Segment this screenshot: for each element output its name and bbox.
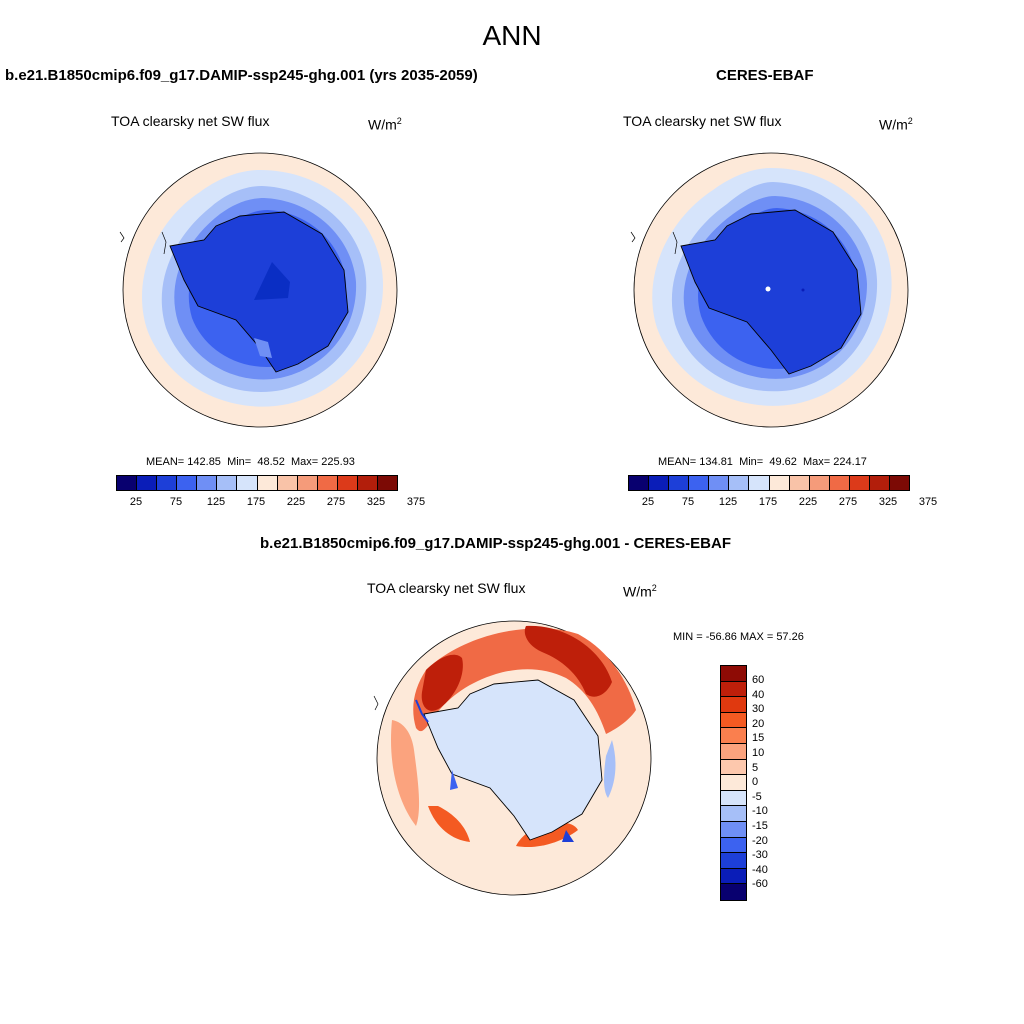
colorbar-swatch xyxy=(721,868,746,885)
colorbar-swatch xyxy=(177,476,198,490)
colorbar-tick-label: 25 xyxy=(641,496,655,508)
colorbar-tick-label: 75 xyxy=(169,496,183,508)
colorbar-swatch xyxy=(721,775,746,791)
colorbar-swatch xyxy=(721,884,746,900)
right-variable-label: TOA clearsky net SW flux xyxy=(623,113,782,129)
colorbar-label: 30 xyxy=(752,703,765,716)
colorbar-swatch xyxy=(721,681,746,698)
colorbar-swatch xyxy=(117,476,138,490)
left-units-label: W/m2 xyxy=(368,116,402,133)
colorbar-label: 40 xyxy=(752,688,765,701)
colorbar-swatch xyxy=(709,476,730,490)
colorbar-swatch xyxy=(721,790,746,807)
left-colorbar xyxy=(116,475,398,491)
diff-variable-label: TOA clearsky net SW flux xyxy=(367,580,526,596)
colorbar-swatch xyxy=(317,476,338,490)
colorbar-swatch xyxy=(749,476,770,490)
right-colorbar xyxy=(628,475,910,491)
colorbar-swatch xyxy=(729,476,750,490)
colorbar-tick-label: 275 xyxy=(326,496,346,508)
right-polar-map xyxy=(630,152,909,428)
colorbar-label: -60 xyxy=(752,878,768,891)
colorbar-swatch xyxy=(217,476,238,490)
colorbar-tick-label: 175 xyxy=(758,496,778,508)
colorbar-label: -15 xyxy=(752,820,768,832)
colorbar-swatch xyxy=(829,476,850,490)
colorbar-tick-label: 125 xyxy=(718,496,738,508)
colorbar-swatch xyxy=(721,821,746,838)
colorbar-tick-label: 75 xyxy=(681,496,695,508)
colorbar-tick-label: 325 xyxy=(878,496,898,508)
colorbar-label: 60 xyxy=(752,674,765,686)
colorbar-swatch xyxy=(721,806,746,822)
colorbar-label: 20 xyxy=(752,717,765,730)
colorbar-tick-label: 175 xyxy=(246,496,266,508)
colorbar-swatch xyxy=(721,853,746,869)
colorbar-label: 5 xyxy=(752,761,759,774)
colorbar-swatch xyxy=(257,476,278,490)
colorbar-swatch xyxy=(869,476,891,490)
colorbar-swatch xyxy=(721,712,746,729)
colorbar-swatch xyxy=(137,476,158,490)
colorbar-swatch xyxy=(378,476,398,490)
colorbar-swatch xyxy=(721,697,746,713)
colorbar-label: -5 xyxy=(752,790,762,803)
colorbar-swatch xyxy=(157,476,178,490)
colorbar-label: 10 xyxy=(752,747,765,759)
colorbar-tick-label: 375 xyxy=(406,496,426,508)
colorbar-swatch xyxy=(789,476,810,490)
colorbar-swatch xyxy=(849,476,870,490)
left-polar-map xyxy=(119,152,398,428)
colorbar-label: -40 xyxy=(752,863,768,876)
main-title: ANN xyxy=(482,20,542,51)
colorbar-tick-label: 25 xyxy=(129,496,143,508)
colorbar-swatch xyxy=(689,476,710,490)
colorbar-tick-label: 225 xyxy=(798,496,818,508)
diff-units-label: W/m2 xyxy=(623,583,657,600)
colorbar-swatch xyxy=(669,476,690,490)
colorbar-swatch xyxy=(721,743,746,760)
colorbar-swatch xyxy=(721,666,746,682)
colorbar-tick-label: 375 xyxy=(918,496,938,508)
colorbar-swatch xyxy=(297,476,318,490)
right-panel-title: CERES-EBAF xyxy=(716,67,814,84)
colorbar-label: 15 xyxy=(752,732,765,745)
colorbar-swatch xyxy=(357,476,379,490)
colorbar-swatch xyxy=(649,476,670,490)
diff-polar-map xyxy=(373,620,652,896)
diff-colorbar xyxy=(720,665,747,901)
colorbar-swatch xyxy=(809,476,830,490)
diff-panel-title: b.e21.B1850cmip6.f09_g17.DAMIP-ssp245-gh… xyxy=(260,535,731,552)
colorbar-tick-label: 275 xyxy=(838,496,858,508)
colorbar-swatch xyxy=(277,476,298,490)
right-units-label: W/m2 xyxy=(879,116,913,133)
colorbar-tick-label: 325 xyxy=(366,496,386,508)
colorbar-label: -20 xyxy=(752,834,768,847)
colorbar-tick-label: 125 xyxy=(206,496,226,508)
diff-minmax-text: MIN = -56.86 MAX = 57.26 xyxy=(673,631,804,643)
left-panel-title: b.e21.B1850cmip6.f09_g17.DAMIP-ssp245-gh… xyxy=(5,67,478,84)
colorbar-swatch xyxy=(337,476,358,490)
colorbar-swatch xyxy=(721,759,746,776)
colorbar-swatch xyxy=(890,476,910,490)
colorbar-label: -30 xyxy=(752,849,768,862)
colorbar-swatch xyxy=(197,476,218,490)
colorbar-label: -10 xyxy=(752,805,768,818)
colorbar-swatch xyxy=(237,476,258,490)
colorbar-swatch xyxy=(721,728,746,744)
right-stats: MEAN= 134.81 Min= 49.62 Max= 224.17 xyxy=(658,456,867,468)
left-stats: MEAN= 142.85 Min= 48.52 Max= 225.93 xyxy=(146,456,355,468)
colorbar-swatch xyxy=(721,837,746,854)
colorbar-swatch xyxy=(769,476,790,490)
colorbar-tick-label: 225 xyxy=(286,496,306,508)
left-variable-label: TOA clearsky net SW flux xyxy=(111,113,270,129)
colorbar-label: 0 xyxy=(752,776,759,789)
colorbar-swatch xyxy=(629,476,650,490)
